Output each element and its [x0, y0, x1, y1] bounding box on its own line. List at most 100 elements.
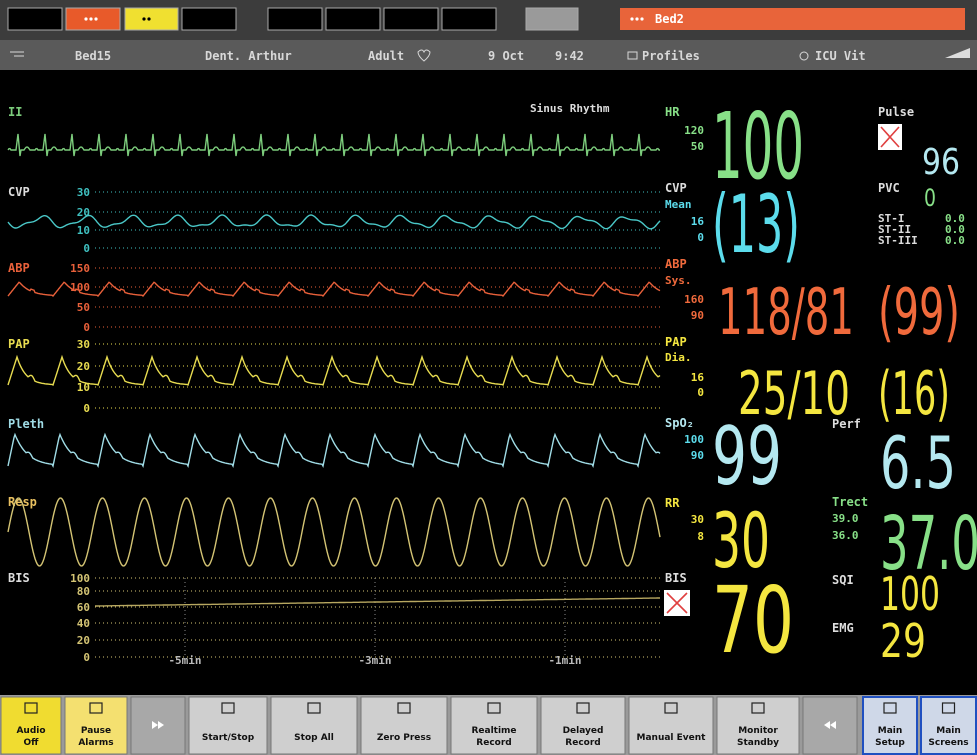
ecg-wave: [7, 133, 660, 157]
volume-icon: [945, 48, 970, 58]
alarm-off-x: [666, 592, 688, 614]
wave-label: ABP: [8, 261, 30, 275]
toolbar-button[interactable]: [360, 696, 448, 755]
scale-label: 150: [70, 262, 90, 275]
button-label: Off: [24, 738, 40, 748]
label: HR: [665, 105, 680, 119]
alarm-limit: 16: [691, 371, 705, 384]
scale-label: 40: [77, 617, 90, 630]
toolbar-button[interactable]: [802, 696, 858, 755]
label: Sys.: [665, 274, 692, 287]
button-label: Realtime: [471, 726, 516, 736]
arrows-icon: [824, 721, 836, 729]
pap-wave: [7, 354, 661, 387]
button-icon: [307, 702, 321, 714]
wave-label: PAP: [8, 337, 30, 351]
alarm-dot: [630, 17, 634, 21]
alarm-limit: 160: [684, 293, 704, 306]
button-icon: [89, 702, 103, 714]
other-bed-alarm[interactable]: [620, 8, 965, 30]
button-icon: [664, 702, 678, 714]
button-icon: [221, 702, 235, 714]
heart-icon: [417, 49, 431, 62]
button-label: Screens: [928, 738, 968, 748]
st-value: 0.0: [945, 234, 965, 247]
label: RR: [665, 496, 680, 510]
alarm-limit: 30: [691, 513, 704, 526]
date: 9 Oct: [488, 49, 524, 63]
numeric-value: 118/81: [718, 276, 854, 350]
alarm-dot: [635, 17, 639, 21]
numeric-value: 100: [712, 93, 804, 200]
label: Trect: [832, 495, 868, 509]
toolbar-button[interactable]: [450, 696, 538, 755]
numeric-value: 70: [712, 567, 794, 674]
button-label: Start/Stop: [202, 733, 255, 743]
scale-label: 30: [77, 186, 90, 199]
numeric-value: 30: [712, 496, 770, 585]
alarm-slot: [124, 7, 179, 31]
scale-label: 20: [77, 634, 90, 647]
label: PVC: [878, 181, 900, 195]
toolbar-button[interactable]: [716, 696, 800, 755]
alarm-slot: [383, 7, 439, 31]
toolbar-button[interactable]: [862, 696, 918, 755]
arrows-icon: [152, 721, 164, 729]
button-label: Record: [476, 738, 511, 748]
resp-wave: [7, 497, 661, 567]
button-icon: [883, 702, 897, 714]
button-label: Main: [878, 726, 903, 736]
toolbar-button[interactable]: [64, 696, 128, 755]
numeric-value: 25/10: [738, 359, 850, 429]
numeric-value: 29: [880, 614, 926, 668]
button-icon: [576, 702, 590, 714]
numeric-value: 96: [922, 142, 960, 183]
toolbar-button[interactable]: [540, 696, 626, 755]
scale-label: 20: [77, 206, 90, 219]
label: Dia.: [665, 351, 692, 364]
scale-label: 20: [77, 360, 90, 373]
numeric-value: 100: [880, 567, 940, 621]
toolbar-button[interactable]: [920, 696, 977, 755]
label: PAP: [665, 335, 687, 349]
numeric-value: 6.5: [880, 421, 956, 505]
time-label: -5min: [168, 654, 201, 667]
wave-label: CVP: [8, 185, 30, 199]
alarm-slot: [65, 7, 121, 31]
profiles-icon[interactable]: [627, 51, 638, 60]
alarm-slot: [441, 7, 497, 31]
toolbar-button[interactable]: [0, 696, 62, 755]
abp-wave: [7, 281, 661, 297]
alarm-limit: 0: [697, 231, 704, 244]
st-value: 0.0: [945, 223, 965, 236]
toolbar-button[interactable]: [270, 696, 358, 755]
button-label: Record: [565, 738, 600, 748]
alarm-slot: [525, 7, 579, 31]
numeric-value: (99): [878, 276, 960, 350]
toolbar-button[interactable]: [628, 696, 714, 755]
wave-label: II: [8, 105, 22, 119]
button-label: Audio: [16, 726, 45, 736]
alarm-limit: 100: [684, 433, 704, 446]
button-label: Stop All: [294, 733, 334, 743]
time-label: -1min: [548, 654, 581, 667]
menu-icon: [10, 51, 24, 57]
alarm-slot: [325, 7, 381, 31]
st-label: ST-I: [878, 212, 905, 225]
alarm-dot: [94, 17, 98, 21]
toolbar-button[interactable]: [188, 696, 268, 755]
scale-label: 10: [77, 381, 90, 394]
numeric-value: (13): [712, 178, 800, 271]
alarm-limit: 90: [691, 309, 704, 322]
button-label: Main: [936, 726, 961, 736]
alarm-off-x: [880, 126, 900, 148]
pleth-wave: [7, 432, 661, 468]
button-label: Setup: [875, 738, 905, 748]
button-label: Standby: [737, 738, 779, 748]
button-label: Zero Press: [377, 733, 431, 743]
scale-label: 0: [83, 242, 90, 255]
scale-label: 30: [77, 338, 90, 351]
button-label: Monitor: [738, 726, 778, 736]
